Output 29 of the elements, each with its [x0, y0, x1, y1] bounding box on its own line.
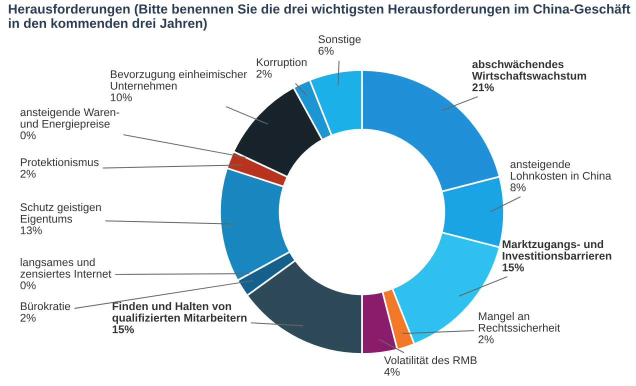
category-label: ansteigende Waren- und Energiepreise — [20, 108, 120, 130]
slice-label: Marktzugangs- und Investitionsbarrieren — [502, 240, 612, 260]
slice-label: Bevorzugung einheimischer Unternehmen — [110, 70, 247, 90]
data-label: 15% — [502, 264, 524, 272]
data-label: 2% — [256, 70, 272, 78]
data-label: 21% — [472, 83, 494, 92]
slice-label: Sonstige — [318, 35, 361, 46]
data-label: 2% — [20, 314, 36, 322]
text: 0% — [20, 281, 36, 290]
data-label: 13% — [20, 226, 42, 234]
slice-label: Volatilität des RMB — [384, 356, 477, 364]
chart-title: Herausforderungen (Bitte benennen Sie die drei wichtigsten Herausforderungen im China-Geschäft in den kommenden drei Jahren) — [8, 4, 630, 31]
slice-label: Bürokratie — [20, 302, 70, 310]
slice-label: Schutz geistigen Eigentums — [20, 203, 101, 225]
slice-label: Korruption — [256, 58, 307, 68]
data-label: 6% — [318, 46, 334, 55]
data-label: 10% — [110, 93, 132, 102]
text: 0% — [20, 131, 36, 140]
data-label: 4% — [384, 368, 400, 376]
slice-label: Finden und Halten von qualifizierten Mitarbeitern — [112, 302, 247, 324]
data-label: 8% — [510, 183, 526, 192]
slice-label: Mangel an Rechtssicherheit — [478, 312, 560, 332]
data-label: 2% — [20, 170, 36, 178]
data-label: 15% — [112, 325, 134, 334]
data-label: 2% — [478, 335, 494, 344]
slice-label: ansteigende Lohnkosten in China — [510, 160, 612, 180]
slice-label: abschwächendes Wirtschaftswachstum — [472, 60, 586, 80]
slice-label: Protektionismus — [20, 158, 99, 166]
category-label: langsames und zensiertes Internet — [20, 258, 112, 278]
